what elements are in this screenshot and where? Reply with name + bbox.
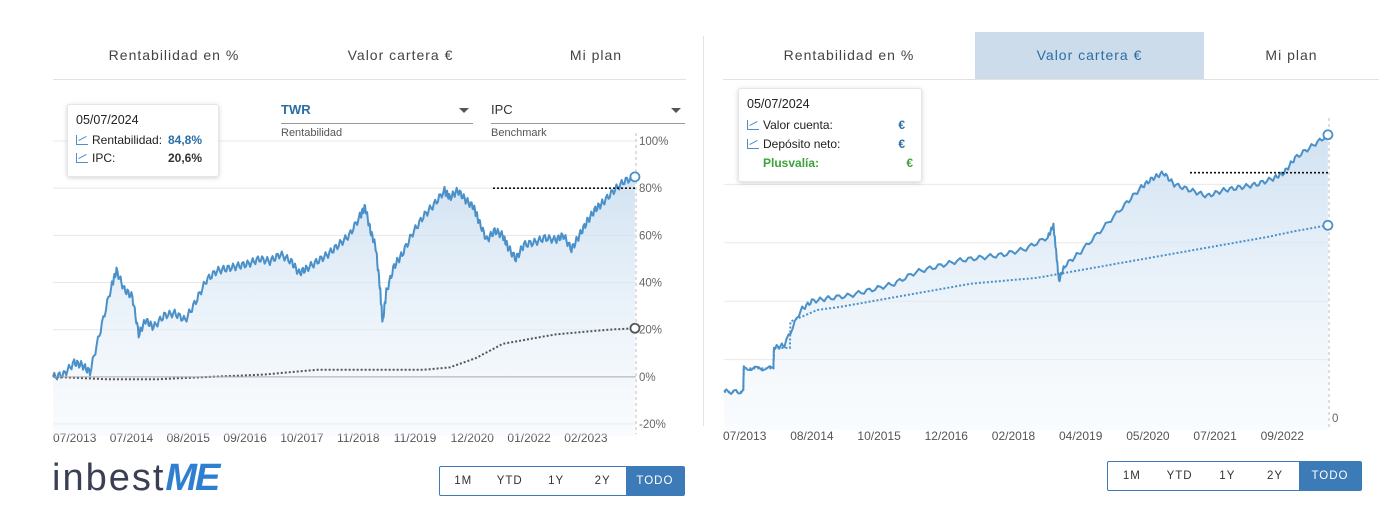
range-selector: 1M YTD 1Y 2Y TODO bbox=[439, 466, 685, 496]
x-tick-label: 09/2022 bbox=[1261, 429, 1305, 443]
tab-rentabilidad[interactable]: Rentabilidad en % bbox=[108, 47, 240, 63]
tooltip-label: Valor cuenta: bbox=[763, 118, 833, 132]
tooltip-value: € bbox=[906, 156, 913, 170]
line-chart-icon bbox=[747, 139, 759, 149]
tab-mi-plan[interactable]: Mi plan bbox=[569, 47, 623, 63]
range-1y-button[interactable]: 1Y bbox=[548, 475, 565, 487]
y-tick-label: 100% bbox=[639, 136, 668, 148]
caret-down-icon bbox=[459, 108, 469, 113]
range-2y-button[interactable]: 2Y bbox=[1267, 470, 1284, 482]
series-end-marker bbox=[1322, 219, 1334, 231]
tooltip-label: IPC: bbox=[92, 151, 116, 165]
tab-valor-cartera[interactable]: Valor cartera € bbox=[975, 32, 1204, 80]
range-1y-button[interactable]: 1Y bbox=[1219, 470, 1236, 482]
y-tick-label: 0 bbox=[1332, 413, 1338, 425]
value-tooltip: 05/07/2024 Valor cuenta: € Depósito neto… bbox=[738, 88, 922, 182]
x-tick-label: 12/2016 bbox=[925, 429, 969, 443]
range-2y-button[interactable]: 2Y bbox=[594, 475, 611, 487]
twr-select-value: TWR bbox=[281, 102, 311, 117]
range-1m-button[interactable]: 1M bbox=[1122, 470, 1141, 482]
tab-valor-cartera[interactable]: Valor cartera € bbox=[347, 47, 454, 63]
y-tick-label: 0% bbox=[639, 372, 656, 384]
y-tick-label: -20% bbox=[639, 419, 666, 431]
return-tooltip: 05/07/2024 Rentabilidad: 84,8% IPC: 20,6… bbox=[67, 104, 219, 177]
tooltip-value: 20,6% bbox=[167, 151, 202, 165]
series-end-marker bbox=[1322, 129, 1334, 141]
series-line-twr bbox=[52, 173, 636, 381]
twr-select-label: Rentabilidad bbox=[281, 127, 343, 139]
range-todo-button[interactable]: TODO bbox=[1298, 462, 1361, 490]
line-chart-icon bbox=[747, 120, 759, 130]
series-line-depósito-neto bbox=[724, 224, 1329, 393]
range-ytd-button[interactable]: YTD bbox=[496, 475, 523, 487]
series-end-marker bbox=[629, 171, 641, 183]
tooltip-date: 05/07/2024 bbox=[76, 113, 139, 127]
y-tick-label: 20% bbox=[639, 325, 662, 337]
select-underline bbox=[491, 123, 685, 124]
tab-rentabilidad[interactable]: Rentabilidad en % bbox=[783, 47, 915, 63]
x-tick-label: 02/2018 bbox=[992, 429, 1036, 443]
line-chart-icon bbox=[76, 135, 88, 145]
panel-divider bbox=[703, 36, 704, 426]
series-area-valor-cuenta bbox=[724, 134, 1328, 430]
tabs-rule bbox=[723, 79, 1379, 80]
inbestme-logo: inbestME bbox=[52, 457, 220, 499]
y-tick-label: 40% bbox=[639, 278, 662, 290]
range-ytd-button[interactable]: YTD bbox=[1166, 470, 1193, 482]
tooltip-label: Plusvalía: bbox=[763, 156, 820, 170]
left-panel: Rentabilidad en % Valor cartera € Mi pla… bbox=[0, 0, 700, 522]
tooltip-value: € bbox=[898, 118, 905, 132]
right-panel: Rentabilidad en % Valor cartera € Mi pla… bbox=[706, 0, 1384, 522]
range-1m-button[interactable]: 1M bbox=[454, 475, 473, 487]
benchmark-select-label: Benchmark bbox=[491, 127, 547, 139]
range-selector: 1M YTD 1Y 2Y TODO bbox=[1107, 461, 1362, 491]
select-underline bbox=[281, 123, 473, 124]
series-area-twr bbox=[53, 174, 635, 437]
x-tick-label: 08/2014 bbox=[790, 429, 834, 443]
range-todo-button[interactable]: TODO bbox=[625, 467, 684, 495]
tooltip-row-rentabilidad: Rentabilidad: 84,8% bbox=[76, 132, 210, 148]
x-tick-label: 07/2021 bbox=[1193, 429, 1237, 443]
tooltip-row-valor: Valor cuenta: € bbox=[747, 117, 913, 133]
portfolio-value-chart: 0 07/2013 08/2014 10/2015 12/2016 02/2018 04/2… bbox=[723, 118, 1338, 443]
right-tabs: Rentabilidad en % Valor cartera € Mi pla… bbox=[723, 32, 1379, 80]
benchmark-select-value: IPC bbox=[491, 102, 513, 117]
x-tick-label: 07/2013 bbox=[723, 429, 767, 443]
tooltip-value: 84,8% bbox=[167, 133, 202, 147]
x-tick-label: 04/2019 bbox=[1059, 429, 1103, 443]
series-line-ipc bbox=[52, 327, 635, 381]
tooltip-row-plusvalia: Plusvalía: € bbox=[747, 155, 913, 171]
tooltip-label: Rentabilidad: bbox=[92, 133, 163, 147]
line-chart-icon bbox=[76, 153, 88, 163]
x-tick-label: 10/2015 bbox=[857, 429, 901, 443]
tooltip-row-deposito: Depósito neto: € bbox=[747, 136, 913, 152]
return-chart: 100%80%60%40%20%0%-20%07/2013 07/2014 08/2… bbox=[52, 133, 668, 445]
tooltip-value: € bbox=[898, 137, 905, 151]
x-tick-label: 05/2020 bbox=[1126, 429, 1170, 443]
y-tick-label: 60% bbox=[639, 230, 662, 242]
series-line-valor-cuenta bbox=[723, 133, 1329, 395]
tooltip-date: 05/07/2024 bbox=[747, 97, 810, 111]
tooltip-row-ipc: IPC: 20,6% bbox=[76, 150, 210, 166]
y-tick-label: 80% bbox=[639, 183, 662, 195]
left-tabs: Rentabilidad en % Valor cartera € Mi pla… bbox=[53, 32, 686, 80]
tooltip-label: Depósito neto: bbox=[763, 137, 841, 151]
series-end-marker bbox=[629, 322, 641, 334]
tab-mi-plan[interactable]: Mi plan bbox=[1265, 47, 1318, 63]
caret-down-icon bbox=[671, 108, 681, 113]
tabs-rule bbox=[53, 79, 686, 80]
